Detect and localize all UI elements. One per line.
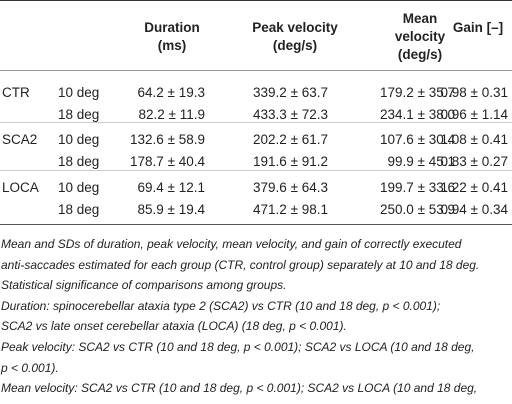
condition-label: 10 deg xyxy=(58,180,100,195)
column-header: Gain [–] xyxy=(452,20,504,35)
footnote-line: anti-saccades estimated for each group (… xyxy=(1,257,480,272)
footnote-line: p < 0.001). xyxy=(1,360,59,375)
group-rule xyxy=(0,170,512,171)
footnote-line: Peak velocity: SCA2 vs CTR (10 and 18 de… xyxy=(1,340,475,354)
value-cell: 132.6 ± 58.9 xyxy=(130,132,205,147)
value-cell: 0.94 ± 0.34 xyxy=(440,202,508,217)
footnote-line: p < 0.001). xyxy=(1,402,59,404)
value-cell: 339.2 ± 63.7 xyxy=(253,85,328,100)
footnote-line: Mean velocity: SCA2 vs CTR (10 and 18 de… xyxy=(1,381,478,396)
value-cell: 0.98 ± 0.31 xyxy=(440,85,508,100)
column-header: (deg/s) xyxy=(397,47,443,62)
footnote-line: Duration: spinocerebellar ataxia type 2 … xyxy=(1,298,441,313)
value-cell: 191.6 ± 91.2 xyxy=(253,154,328,169)
group-label: SCA2 xyxy=(2,132,38,147)
column-header: Mean xyxy=(402,11,438,26)
footnote-line: Statistical significance of comparisons … xyxy=(1,278,287,293)
value-cell: 82.2 ± 11.9 xyxy=(138,107,205,122)
footnote-line: Mean and SDs of duration, peak velocity,… xyxy=(1,237,462,251)
group-label: LOCA xyxy=(2,180,39,195)
column-header: velocity xyxy=(394,29,446,44)
value-cell: 234.1 ± 38.0 xyxy=(380,107,455,122)
group-label: CTR xyxy=(2,85,30,100)
value-cell: 69.4 ± 12.1 xyxy=(137,180,205,195)
value-cell: 202.2 ± 61.7 xyxy=(253,132,328,147)
value-cell: 179.2 ± 35.7 xyxy=(380,85,455,100)
condition-label: 18 deg xyxy=(58,107,100,122)
bottom-rule xyxy=(0,224,512,225)
condition-label: 10 deg xyxy=(58,132,100,147)
condition-label: 18 deg xyxy=(58,202,100,217)
value-cell: 1.08 ± 0.41 xyxy=(440,132,508,147)
top-rule xyxy=(0,0,512,1)
header-rule xyxy=(0,70,512,71)
value-cell: 250.0 ± 53.9 xyxy=(380,202,455,217)
value-cell: 64.2 ± 19.3 xyxy=(137,85,205,100)
value-cell: 99.9 ± 45.1 xyxy=(387,154,455,169)
value-cell: 471.2 ± 98.1 xyxy=(253,202,328,217)
footnote-line: SCA2 vs late onset cerebellar ataxia (LO… xyxy=(1,319,347,334)
value-cell: 433.3 ± 72.3 xyxy=(253,107,328,122)
value-cell: 0.83 ± 0.27 xyxy=(440,154,508,169)
value-cell: 199.7 ± 33.6 xyxy=(380,180,455,195)
column-header: Duration xyxy=(144,20,200,35)
column-header: (ms) xyxy=(157,38,187,53)
value-cell: 107.6 ± 30.4 xyxy=(380,132,455,147)
group-rule xyxy=(0,122,512,123)
value-cell: 178.7 ± 40.4 xyxy=(130,154,205,169)
value-cell: 85.9 ± 19.4 xyxy=(137,202,205,217)
column-header: Peak velocity xyxy=(252,20,338,35)
condition-label: 10 deg xyxy=(58,85,100,100)
value-cell: 0.96 ± 1.14 xyxy=(440,107,508,122)
column-header: (deg/s) xyxy=(272,38,318,53)
condition-label: 18 deg xyxy=(58,154,100,169)
value-cell: 379.6 ± 64.3 xyxy=(253,180,328,195)
value-cell: 1.22 ± 0.41 xyxy=(440,180,508,195)
